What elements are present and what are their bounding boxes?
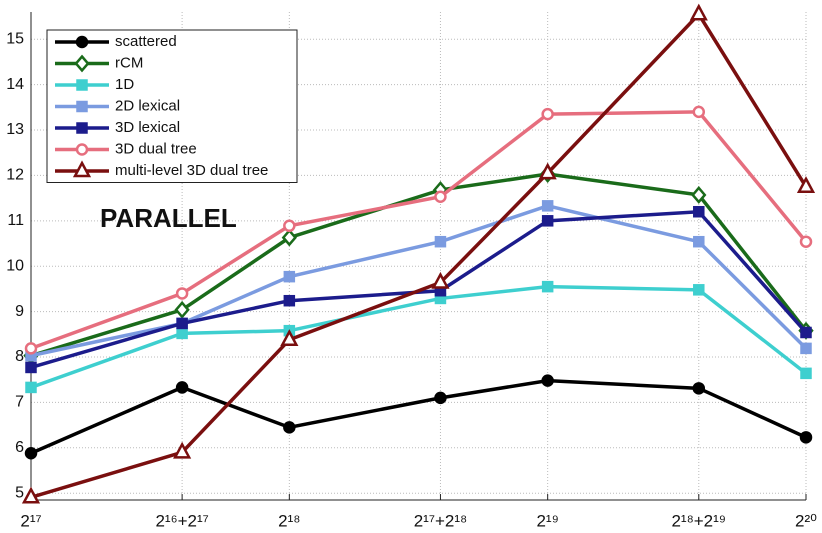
y-tick-label: 8 — [15, 348, 24, 365]
marker — [434, 190, 447, 204]
marker — [21, 486, 41, 504]
x-tick-label: 2¹⁷ — [20, 511, 41, 530]
series — [25, 205, 812, 374]
marker — [281, 228, 297, 247]
marker — [693, 235, 705, 248]
marker — [173, 441, 192, 459]
marker — [283, 294, 296, 307]
x-tick-label: 2¹⁹ — [536, 511, 558, 530]
marker — [692, 105, 706, 119]
y-tick-label: 10 — [6, 257, 24, 274]
marker — [541, 215, 554, 227]
legend-label: rCM — [115, 54, 143, 71]
y-tick-label: 15 — [6, 30, 24, 47]
series-line — [30, 378, 807, 455]
marker — [691, 186, 707, 204]
marker — [25, 361, 37, 374]
marker — [431, 271, 450, 289]
annotation: PARALLEL — [100, 203, 237, 233]
marker — [280, 329, 299, 347]
x-tick-label: 2¹⁸ — [278, 511, 300, 530]
marker — [283, 421, 296, 434]
series — [24, 374, 813, 460]
x-tick-label: 2¹⁶+2¹⁷ — [155, 511, 208, 530]
y-tick-label: 5 — [15, 484, 24, 501]
marker — [796, 176, 816, 194]
legend-label: 3D dual tree — [115, 140, 197, 157]
marker — [175, 381, 189, 394]
x-tick-label: 2¹⁸+2¹⁹ — [671, 511, 726, 530]
series — [25, 280, 812, 394]
marker — [541, 280, 554, 293]
marker — [799, 235, 813, 248]
y-tick-label: 6 — [15, 439, 24, 456]
marker — [693, 205, 705, 218]
marker — [74, 54, 90, 73]
marker — [72, 160, 92, 178]
x-tick-label: 2²⁰ — [795, 511, 817, 530]
marker — [800, 342, 812, 355]
legend-label: multi-level 3D dual tree — [115, 162, 268, 179]
marker — [24, 342, 38, 355]
marker — [176, 327, 188, 340]
marker — [541, 374, 554, 387]
marker — [689, 3, 708, 21]
legend-label: 2D lexical — [115, 97, 180, 114]
marker — [25, 381, 37, 394]
legend-label: scattered — [115, 33, 177, 50]
marker — [693, 284, 705, 296]
legend: scattered rCM 1D 2D lexical 3D lexical 3D dua… — [46, 29, 298, 183]
marker — [176, 317, 188, 330]
legend-label: 3D lexical — [115, 119, 180, 136]
series — [24, 105, 813, 355]
legend-label: 1D — [115, 76, 134, 93]
marker — [538, 162, 557, 180]
x-tick-label: 2¹⁷+2¹⁸ — [414, 511, 467, 530]
marker — [76, 122, 88, 134]
marker — [799, 431, 813, 444]
y-tick-label: 11 — [7, 212, 24, 229]
series — [21, 3, 816, 504]
y-tick-label: 13 — [6, 121, 24, 138]
marker — [75, 143, 89, 156]
marker — [174, 300, 190, 319]
marker — [75, 35, 89, 49]
marker — [692, 382, 706, 395]
marker — [434, 235, 447, 248]
y-tick-label: 12 — [6, 167, 24, 184]
series-line — [30, 284, 808, 390]
marker — [76, 79, 88, 91]
marker — [283, 270, 296, 283]
marker — [283, 219, 296, 233]
y-tick-label: 9 — [15, 303, 24, 320]
marker — [541, 200, 554, 212]
marker — [800, 367, 812, 380]
marker — [175, 287, 189, 300]
marker — [24, 446, 38, 460]
y-tick-label: 7 — [15, 394, 24, 411]
marker — [76, 100, 88, 113]
y-tick-label: 14 — [6, 76, 24, 93]
marker — [800, 326, 812, 339]
marker — [434, 391, 447, 405]
marker — [541, 107, 554, 121]
